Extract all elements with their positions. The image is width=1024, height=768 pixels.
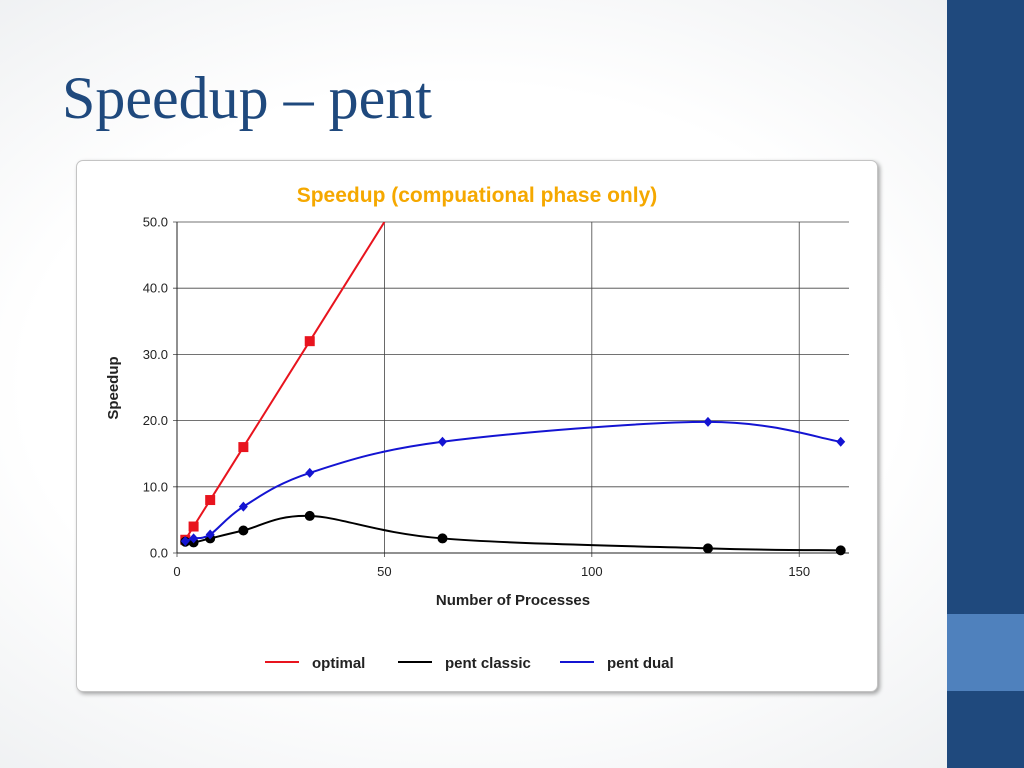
data-point-optimal (205, 495, 216, 506)
chart-title: Speedup (compuational phase only) (297, 184, 658, 207)
x-tick-label: 50 (377, 564, 391, 579)
data-point-pent-dual (437, 436, 447, 447)
y-axis-label: Speedup (105, 356, 122, 419)
y-tick-label: 10.0 (143, 479, 168, 494)
data-point-pent-dual (180, 536, 190, 547)
series-line-optimal (184, 222, 386, 541)
legend-label-optimal: optimal (312, 655, 365, 672)
data-point-pent-classic (437, 533, 448, 544)
legend-label-pent-dual: pent dual (607, 655, 674, 672)
data-point-pent-dual (189, 533, 199, 544)
data-point-pent-classic (835, 545, 846, 556)
data-point-pent-classic (238, 525, 249, 536)
y-tick-label: 30.0 (143, 347, 168, 362)
data-point-pent-dual (305, 467, 315, 478)
data-point-optimal (188, 521, 199, 532)
data-point-optimal (304, 336, 315, 347)
data-point-pent-dual (205, 529, 215, 540)
data-point-pent-dual (238, 501, 248, 512)
x-axis-label: Number of Processes (436, 592, 590, 609)
chart-legend: optimal pent classic pent dual (265, 655, 674, 672)
series-line-pent-dual (184, 420, 841, 543)
chart-card (76, 160, 878, 692)
y-tick-label: 0.0 (150, 546, 168, 561)
series-line-pent-classic (185, 514, 841, 552)
data-point-optimal (238, 442, 249, 453)
x-tick-label: 150 (788, 564, 810, 579)
y-tick-label: 50.0 (143, 215, 168, 230)
y-tick-label: 40.0 (143, 281, 168, 296)
chart-axes: 0.0 10.0 20.0 30.0 40.0 50.0 0 50 100 150 (143, 215, 849, 579)
x-tick-label: 100 (581, 564, 603, 579)
legend-label-pent-classic: pent classic (445, 655, 531, 672)
data-point-pent-dual (836, 436, 846, 447)
sidebar-accent-block (947, 614, 1024, 691)
x-tick-label: 0 (173, 564, 180, 579)
slide-title: Speedup – pent (62, 65, 432, 131)
data-point-pent-classic (702, 543, 713, 554)
chart-series (180, 222, 846, 556)
y-tick-label: 20.0 (143, 413, 168, 428)
chart-grid (173, 221, 849, 557)
data-point-pent-classic (304, 510, 315, 521)
data-point-pent-dual (703, 416, 713, 427)
